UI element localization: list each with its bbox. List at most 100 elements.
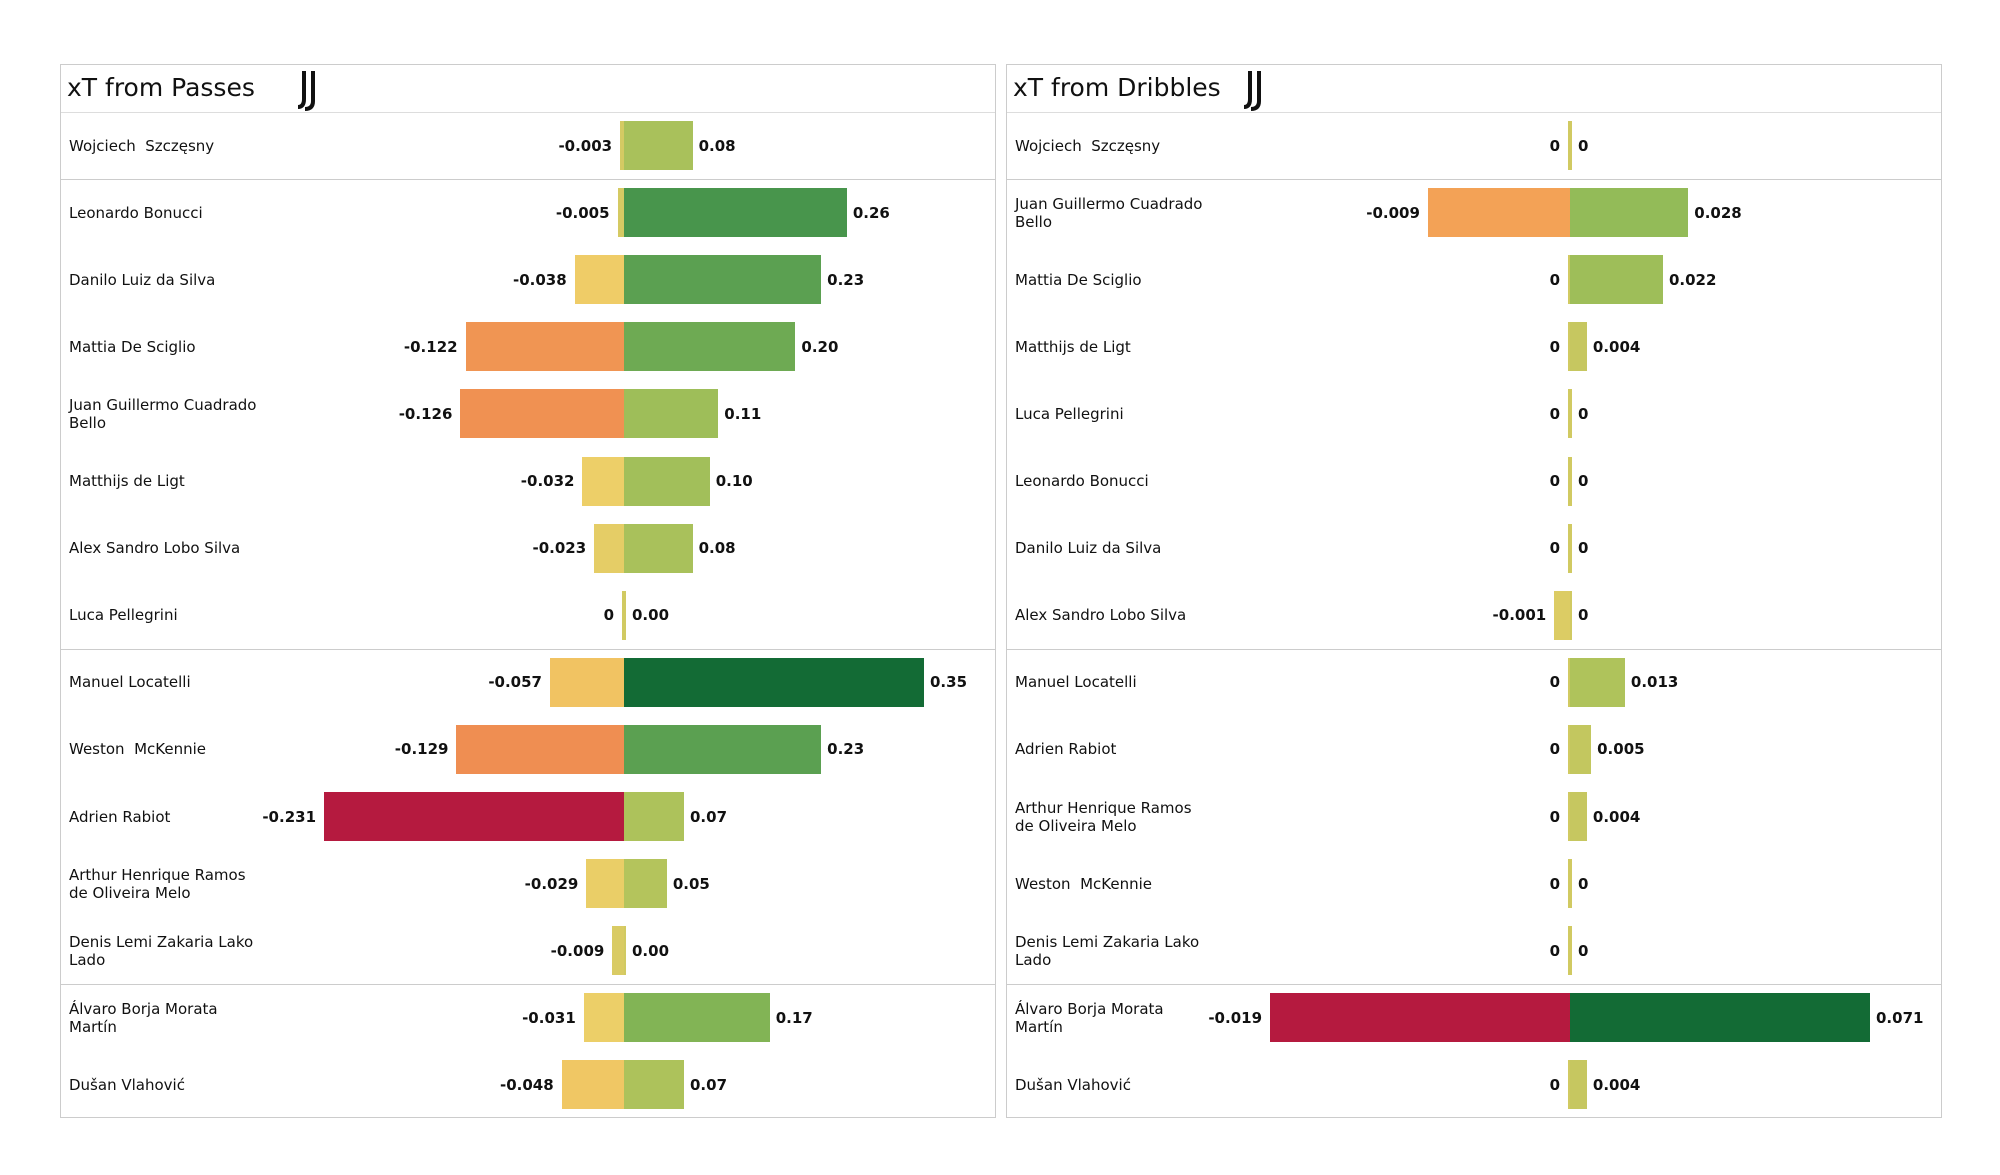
- bar: [624, 993, 770, 1043]
- bar: [586, 859, 624, 909]
- player-name: Adrien Rabiot: [1015, 740, 1117, 759]
- player-row: Denis Lemi Zakaria Lako Lado -0.009 0.00: [61, 917, 995, 984]
- club-logo: [1243, 71, 1261, 111]
- value-label: -0.057: [488, 673, 542, 692]
- bar: [1570, 859, 1572, 909]
- bar: [1554, 590, 1570, 640]
- player-name: Denis Lemi Zakaria Lako Lado: [1015, 932, 1204, 969]
- player-name: Danilo Luiz da Silva: [69, 270, 216, 289]
- value-label: 0: [1578, 472, 1589, 491]
- player-name: Arthur Henrique Ramos de Oliveira Melo: [69, 865, 251, 902]
- bar: [1568, 926, 1570, 976]
- bar: [617, 188, 624, 238]
- bar: [1568, 121, 1570, 171]
- player-row: Arthur Henrique Ramos de Oliveira Melo -0…: [61, 850, 995, 917]
- bar: [624, 724, 822, 774]
- bar: [1570, 993, 1870, 1043]
- player-name: Manuel Locatelli: [1015, 673, 1137, 692]
- value-label: -0.031: [522, 1008, 576, 1027]
- player-name: Danilo Luiz da Silva: [1015, 539, 1162, 558]
- player-row: Álvaro Borja Morata Martín -0.019 0.071: [1007, 984, 1941, 1051]
- value-label: -0.019: [1208, 1008, 1262, 1027]
- bar: [1568, 389, 1570, 439]
- value-label: -0.009: [1366, 203, 1420, 222]
- value-label: 0.23: [827, 740, 865, 759]
- player-row: Mattia De Sciglio -0.122 0.20: [61, 313, 995, 380]
- player-name: Dušan Vlahović: [1015, 1075, 1131, 1094]
- value-label: 0.35: [930, 673, 968, 692]
- bar: [1568, 523, 1570, 573]
- player-name: Wojciech Szczęsny: [69, 136, 215, 155]
- player-row: Luca Pellegrini 0 0: [1007, 380, 1941, 447]
- player-row: Dušan Vlahović -0.048 0.07: [61, 1051, 995, 1118]
- bar: [624, 389, 719, 439]
- player-name: Denis Lemi Zakaria Lako Lado: [69, 932, 258, 969]
- player-row: Luca Pellegrini 0 0.00: [61, 582, 995, 649]
- bar: [324, 792, 624, 842]
- value-label: -0.029: [524, 874, 579, 893]
- bar: [624, 188, 847, 238]
- bar: [1570, 255, 1663, 305]
- player-row: Denis Lemi Zakaria Lako Lado 0 0: [1007, 917, 1941, 984]
- value-label: 0: [1578, 941, 1589, 960]
- panel-title: xT from Dribbles: [1013, 73, 1221, 102]
- group-separator: [61, 984, 995, 986]
- value-label: 0: [1549, 270, 1560, 289]
- bar: [612, 926, 624, 976]
- bar: [583, 993, 624, 1043]
- value-label: 0: [1549, 740, 1560, 759]
- value-label: 0: [1549, 539, 1560, 558]
- bar: [624, 657, 924, 707]
- player-name: Mattia De Sciglio: [69, 337, 196, 356]
- panel-header: xT from Dribbles: [1007, 65, 1941, 113]
- value-label: 0: [603, 606, 614, 625]
- value-label: 0: [1578, 874, 1589, 893]
- player-row: Matthijs de Ligt -0.032 0.10: [61, 448, 995, 515]
- player-row: Dušan Vlahović 0 0.004: [1007, 1051, 1941, 1118]
- value-label: 0.10: [715, 472, 753, 491]
- value-label: -0.003: [558, 136, 613, 155]
- value-label: 0: [1549, 337, 1560, 356]
- value-label: 0.022: [1668, 270, 1717, 289]
- value-label: -0.122: [403, 337, 458, 356]
- passes-panel: xT from Passes Wojciech Szczęsny -0.003 0.…: [60, 64, 996, 1118]
- bar: [1570, 590, 1572, 640]
- bar: [594, 523, 624, 573]
- group-separator: [61, 179, 995, 181]
- value-label: -0.023: [532, 539, 587, 558]
- value-label: 0: [1549, 472, 1560, 491]
- bar: [1570, 724, 1592, 774]
- bar: [624, 255, 822, 305]
- value-label: -0.001: [1492, 606, 1547, 625]
- player-row: Adrien Rabiot -0.231 0.07: [61, 783, 995, 850]
- value-label: 0: [1578, 404, 1589, 423]
- group-separator: [1007, 179, 1941, 181]
- bar: [1568, 322, 1570, 372]
- player-row: Adrien Rabiot 0 0.005: [1007, 716, 1941, 783]
- value-label: -0.231: [262, 807, 316, 826]
- player-name: Álvaro Borja Morata Martín: [1015, 999, 1169, 1036]
- player-name: Arthur Henrique Ramos de Oliveira Melo: [1015, 798, 1197, 835]
- value-label: -0.005: [555, 203, 610, 222]
- bar: [1570, 389, 1572, 439]
- value-label: 0.004: [1592, 337, 1641, 356]
- bar: [624, 1060, 684, 1110]
- value-label: 0.11: [724, 404, 762, 423]
- player-name: Manuel Locatelli: [69, 673, 191, 692]
- value-label: 0: [1549, 941, 1560, 960]
- value-label: -0.048: [500, 1075, 554, 1094]
- bar: [1570, 456, 1572, 506]
- bar: [1568, 859, 1570, 909]
- player-name: Matthijs de Ligt: [69, 472, 185, 491]
- value-label: 0.004: [1592, 807, 1641, 826]
- bar: [624, 590, 626, 640]
- value-label: 0.07: [690, 1075, 728, 1094]
- value-label: -0.129: [394, 740, 449, 759]
- player-row: Danilo Luiz da Silva -0.038 0.23: [61, 246, 995, 313]
- bar: [549, 657, 624, 707]
- player-name: Matthijs de Ligt: [1015, 337, 1131, 356]
- bar: [1427, 188, 1570, 238]
- bar: [460, 389, 624, 439]
- panel-title: xT from Passes: [67, 73, 255, 102]
- player-name: Álvaro Borja Morata Martín: [69, 999, 223, 1036]
